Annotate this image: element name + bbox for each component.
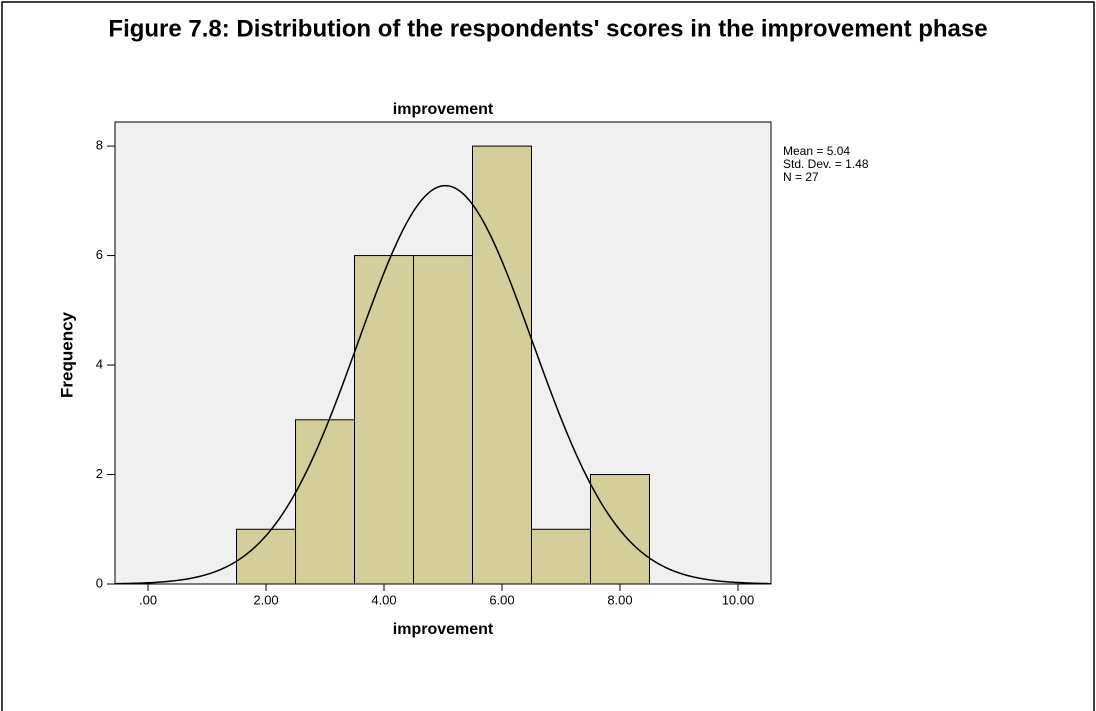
bar xyxy=(236,528,297,585)
y-tick-label: 8 xyxy=(96,138,103,153)
x-tick-label: 8.00 xyxy=(607,592,632,607)
x-axis-label: improvement xyxy=(393,621,494,638)
bar xyxy=(530,528,591,585)
bar xyxy=(295,419,356,585)
bar xyxy=(413,255,473,585)
y-tick-label: 0 xyxy=(96,575,103,590)
y-tick-label: 2 xyxy=(96,466,103,481)
x-tick-label: .00 xyxy=(139,592,157,607)
normal-curve xyxy=(114,184,772,585)
x-tick-label: 2.00 xyxy=(253,592,278,607)
y-axis-label: Frequency xyxy=(57,311,76,398)
stat-label: Std. Dev. = 1.48 xyxy=(783,157,869,171)
stat-label: Mean = 5.04 xyxy=(783,144,850,158)
figure-title: Figure 7.8: Distribution of the responde… xyxy=(108,15,987,42)
stat-label: N = 27 xyxy=(783,170,819,184)
x-tick-label: 4.00 xyxy=(371,592,396,607)
x-tick-label: 6.00 xyxy=(489,592,514,607)
bar xyxy=(471,145,532,585)
bar xyxy=(354,255,415,585)
y-tick-label: 6 xyxy=(96,247,103,262)
x-tick-label: 10.00 xyxy=(722,592,755,607)
chart-title: improvement xyxy=(393,101,494,118)
y-tick-label: 4 xyxy=(96,356,103,371)
